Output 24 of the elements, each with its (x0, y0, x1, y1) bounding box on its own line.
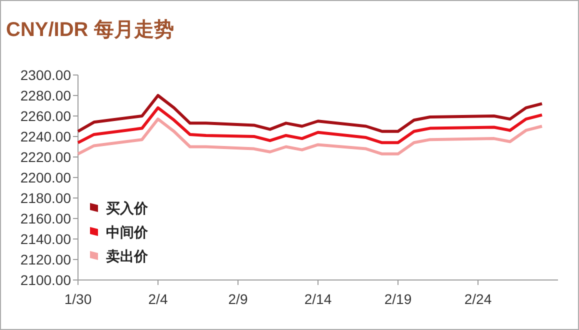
x-tick-label: 2/14 (304, 291, 332, 307)
legend-label: 卖出价 (106, 248, 149, 264)
chart-title: CNY/IDR 每月走势 (6, 19, 174, 41)
x-tick-label: 2/24 (464, 291, 492, 307)
y-tick-label: 2240.00 (20, 128, 72, 144)
y-tick-label: 2260.00 (20, 108, 72, 124)
y-tick-label: 2180.00 (20, 190, 72, 206)
legend-label: 买入价 (106, 200, 149, 216)
y-tick-label: 2280.00 (20, 87, 72, 104)
line-series (76, 94, 544, 133)
y-tick-label: 2140.00 (20, 230, 72, 247)
y-tick-label: 2220.00 (20, 148, 72, 165)
legend-label: 中间价 (106, 224, 149, 240)
x-tick-label: 2/4 (148, 291, 168, 307)
y-tick-label: 2300.00 (20, 66, 72, 83)
y-tick-label: 2160.00 (20, 210, 72, 226)
line-series (76, 106, 544, 144)
x-tick-label: 2/9 (228, 291, 248, 307)
x-tick-label: 2/19 (384, 291, 412, 307)
y-tick-label: 2100.00 (20, 272, 72, 288)
x-tick-label: 1/30 (64, 291, 92, 307)
y-tick-label: 2120.00 (20, 251, 72, 268)
line-series (76, 118, 544, 156)
y-tick-label: 2200.00 (20, 169, 72, 186)
